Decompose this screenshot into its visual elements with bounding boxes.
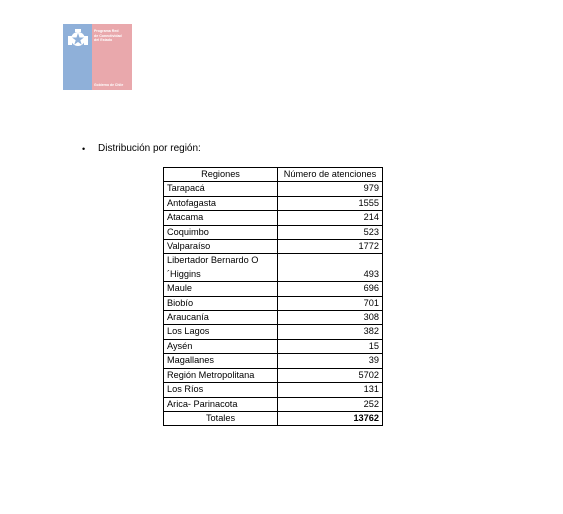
region-cell: Atacama (163, 210, 278, 226)
region-cell: Arica- Parinacota (163, 396, 278, 412)
table-row: Maule 696 (163, 281, 383, 297)
region-cell: Coquimbo (163, 224, 278, 241)
table-row: Arica- Parinacota 252 (163, 396, 383, 412)
count-cell: 308 (277, 310, 383, 326)
region-table: Regiones Número de atenciones Tarapacá 97… (163, 166, 383, 427)
count-cell: 1555 (277, 195, 383, 212)
table-row: Atacama 214 (163, 210, 383, 226)
table-row: Valparaíso 1772 (163, 239, 383, 255)
section-heading: • Distribución por región: (82, 143, 201, 154)
region-cell: Maule (163, 281, 278, 297)
region-cell: Libertador Bernardo O´Higgins (163, 253, 278, 283)
bullet: • (82, 143, 86, 154)
total-row: Totales 13762 (163, 410, 383, 427)
table-row: Magallanes 39 (163, 353, 383, 369)
count-cell: 131 (277, 382, 383, 398)
count-cell: 5702 (277, 367, 383, 384)
table-row: Región Metropolitana 5702 (163, 367, 383, 384)
logo: Programa Red de Conectividad del Estado … (63, 24, 132, 90)
total-value: 13762 (277, 410, 383, 427)
count-cell: 39 (277, 353, 383, 369)
region-cell: Los Lagos (163, 324, 278, 340)
table-row: Aysén 15 (163, 338, 383, 355)
count-cell: 523 (277, 224, 383, 241)
region-cell: Los Ríos (163, 382, 278, 398)
region-cell: Biobío (163, 295, 278, 312)
count-cell: 15 (277, 338, 383, 355)
table-row: Los Ríos 131 (163, 382, 383, 398)
table-row: Libertador Bernardo O´Higgins 493 (163, 253, 383, 283)
logo-left-panel (63, 24, 92, 90)
section-heading-text: Distribución por región: (98, 143, 201, 154)
count-cell: 979 (277, 181, 383, 197)
column-header-regions: Regiones (163, 166, 278, 183)
count-cell: 493 (277, 253, 383, 283)
total-label: Totales (163, 410, 278, 427)
table-row: Biobío 701 (163, 295, 383, 312)
table-header-row: Regiones Número de atenciones (163, 166, 383, 183)
region-cell: Aysén (163, 338, 278, 355)
count-cell: 252 (277, 396, 383, 412)
region-cell: Tarapacá (163, 181, 278, 197)
count-cell: 382 (277, 324, 383, 340)
logo-program-name: Programa Red de Conectividad del Estado (94, 29, 122, 43)
region-cell: Magallanes (163, 353, 278, 369)
region-cell: Antofagasta (163, 195, 278, 212)
coat-of-arms-icon (68, 29, 88, 46)
count-cell: 701 (277, 295, 383, 312)
count-cell: 696 (277, 281, 383, 297)
region-cell: Araucanía (163, 310, 278, 326)
table-row: Tarapacá 979 (163, 181, 383, 197)
region-cell: Valparaíso (163, 239, 278, 255)
table-row: Coquimbo 523 (163, 224, 383, 241)
table-row: Araucanía 308 (163, 310, 383, 326)
count-cell: 214 (277, 210, 383, 226)
region-cell: Región Metropolitana (163, 367, 278, 384)
column-header-count: Número de atenciones (277, 166, 383, 183)
table-row: Los Lagos 382 (163, 324, 383, 340)
logo-footer: Gobierno de Chile (94, 83, 124, 87)
logo-right-panel: Programa Red de Conectividad del Estado … (92, 24, 132, 90)
count-cell: 1772 (277, 239, 383, 255)
table-row: Antofagasta 1555 (163, 195, 383, 212)
